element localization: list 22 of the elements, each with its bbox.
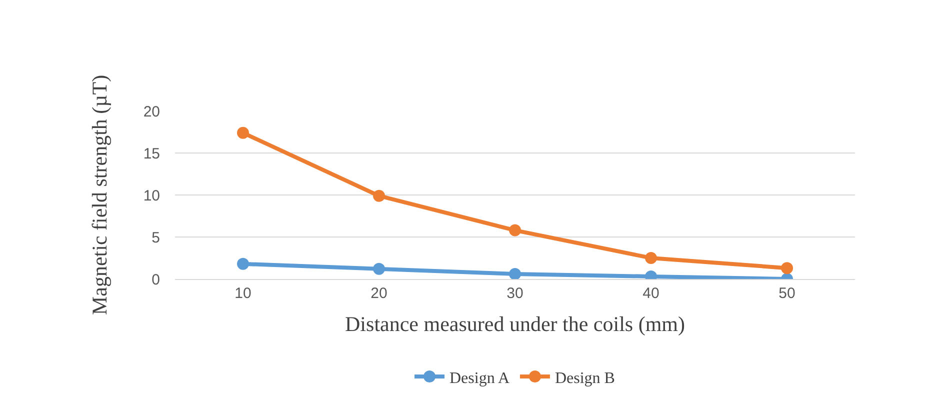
y-axis-title: Magnetic field strength (µT) bbox=[87, 74, 112, 316]
x-tick-label: 30 bbox=[506, 285, 524, 302]
y-tick-label: 5 bbox=[152, 229, 160, 246]
x-tick-label: 40 bbox=[642, 285, 660, 302]
point bbox=[237, 258, 249, 270]
x-tick-label: 10 bbox=[234, 285, 252, 302]
legend-label: Design A bbox=[450, 370, 510, 387]
point bbox=[781, 262, 793, 274]
point bbox=[237, 126, 249, 139]
legend-label: Design B bbox=[554, 370, 615, 387]
y-tick-label: 0 bbox=[152, 271, 160, 288]
y-tick-label: 15 bbox=[143, 145, 160, 162]
x-tick-label: 50 bbox=[778, 285, 796, 302]
x-tick-label: 20 bbox=[370, 285, 388, 302]
x-axis-title: Distance measured under the coils (mm) bbox=[345, 312, 685, 336]
y-tick-label: 20 bbox=[143, 103, 160, 120]
y-tick-label: 10 bbox=[143, 187, 160, 204]
point bbox=[509, 224, 521, 236]
point bbox=[373, 262, 385, 275]
point bbox=[645, 252, 657, 264]
point bbox=[373, 190, 385, 202]
point bbox=[509, 268, 521, 279]
